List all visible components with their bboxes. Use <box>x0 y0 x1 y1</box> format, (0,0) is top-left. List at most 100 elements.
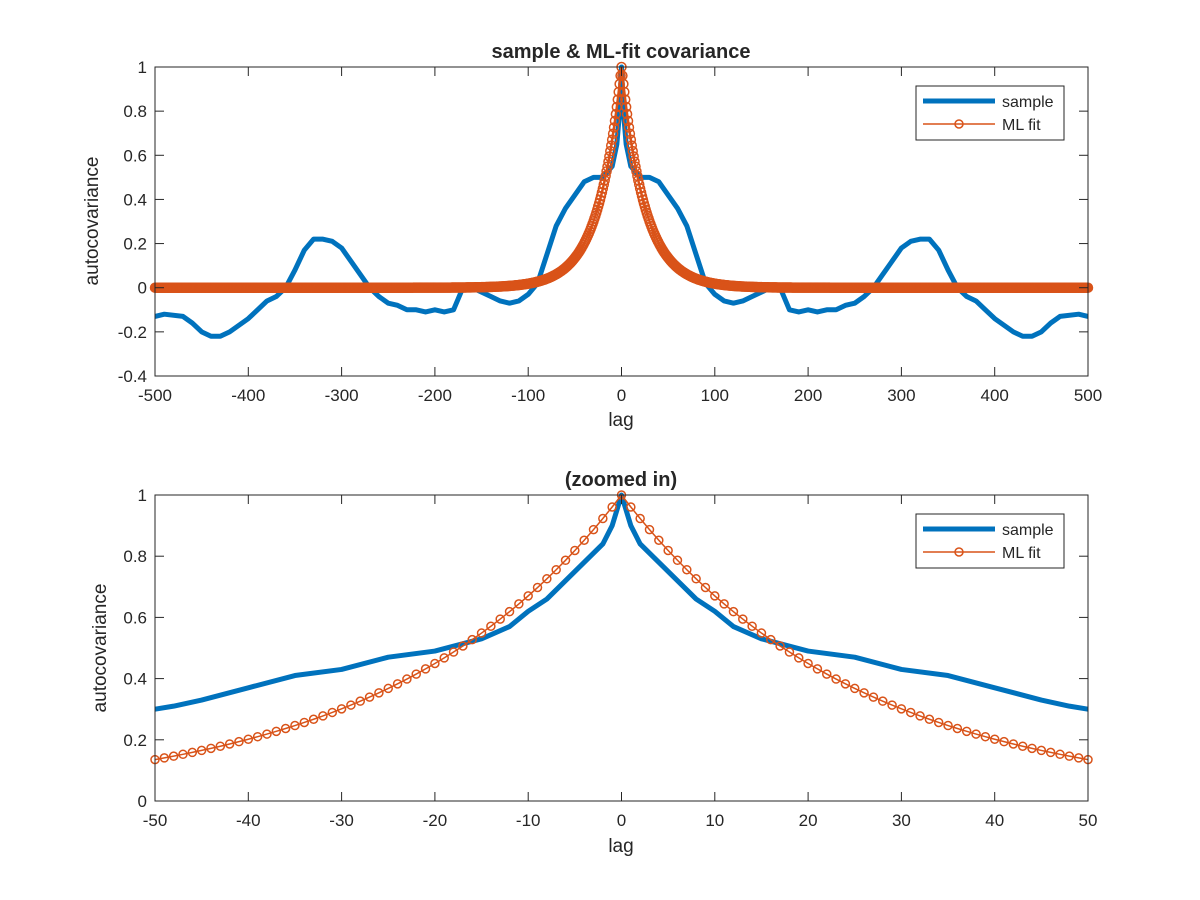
ml-fit-point <box>629 156 640 167</box>
y-tick-label: 0.4 <box>123 190 147 209</box>
legend: sample ML fit <box>915 85 1065 141</box>
ml-fit-point <box>620 101 632 113</box>
ml-fit-point <box>619 94 631 105</box>
y-tick-label: 1 <box>138 486 147 505</box>
legend: sample ML fit <box>915 513 1065 569</box>
ml-fit-point <box>784 647 795 657</box>
ml-fit-point <box>402 674 412 684</box>
y-tick-label: 0.2 <box>123 235 147 254</box>
ml-fit-markers <box>149 61 1094 293</box>
ml-fit-point <box>355 696 366 706</box>
ml-fit-point <box>495 614 505 624</box>
x-tick-label: -20 <box>423 811 448 830</box>
ml-fit-point <box>374 688 384 698</box>
x-tick-label: 0 <box>617 386 626 405</box>
ml-fit-point <box>896 704 907 714</box>
ml-fit-point <box>756 628 767 638</box>
ml-fit-point <box>612 94 624 105</box>
ml-fit-point <box>383 683 393 694</box>
ml-fit-point <box>560 555 571 566</box>
ml-fit-point <box>215 741 226 751</box>
ml-fit-point <box>604 151 615 162</box>
ml-fit-point <box>602 161 613 172</box>
tick-marks: -500 -400 -300 -200 -100 0 100 200 300 400 500 -0.4… <box>118 58 1102 405</box>
ml-fit-point <box>627 145 638 157</box>
ml-fit-point <box>952 723 963 734</box>
ml-fit-point <box>336 704 347 714</box>
ml-fit-point <box>933 717 944 728</box>
ml-fit-point <box>579 535 589 545</box>
ml-fit-point <box>448 647 459 657</box>
ml-fit-point <box>822 669 832 679</box>
ml-fit-point <box>877 696 888 706</box>
ml-fit-point <box>252 731 263 742</box>
ml-fit-point <box>634 183 646 194</box>
ml-fit-point <box>318 711 328 721</box>
legend-box <box>915 85 1065 141</box>
ml-fit-point <box>989 734 1000 744</box>
ml-fit-point <box>178 749 188 760</box>
ml-fit-point <box>605 140 617 151</box>
ml-fit-point <box>570 545 580 556</box>
x-tick-label: 20 <box>799 811 818 830</box>
x-tick-label: -500 <box>138 386 172 405</box>
ml-fit-point <box>728 606 739 617</box>
ml-fit-point <box>607 128 619 139</box>
ml-fit-point <box>831 674 841 684</box>
x-tick-label: 10 <box>705 811 724 830</box>
ml-fit-point <box>624 128 636 139</box>
ml-fit-point <box>868 692 879 702</box>
x-tick-label: 30 <box>892 811 911 830</box>
ml-fit-point <box>621 108 633 120</box>
y-tick-label: 0.8 <box>123 102 147 121</box>
ml-fit-point <box>654 535 664 545</box>
ml-fit-point <box>794 653 804 663</box>
ml-fit-point <box>1064 751 1075 761</box>
y-tick-label: 0 <box>138 792 147 811</box>
ml-fit-point <box>691 574 701 584</box>
ml-fit-point <box>476 628 487 638</box>
ml-fit-point <box>738 614 748 624</box>
x-tick-label: -300 <box>325 386 359 405</box>
ml-fit-point <box>234 736 244 747</box>
ml-fit-point <box>439 653 449 663</box>
ml-fit-point <box>1073 753 1084 763</box>
ml-fit-point <box>625 134 637 146</box>
x-tick-label: -100 <box>511 386 545 405</box>
ml-fit-point <box>812 664 823 674</box>
y-tick-label: -0.2 <box>118 323 147 342</box>
ml-fit-point <box>187 747 198 758</box>
ml-fit-point <box>606 134 618 146</box>
ml-fit-point <box>618 78 629 90</box>
ml-fit-point <box>971 729 981 739</box>
ml-fit-point <box>943 720 953 731</box>
ml-fit-point <box>523 591 533 601</box>
ml-fit-point <box>271 726 282 737</box>
ml-fit-point <box>623 122 635 133</box>
ml-fit-point <box>243 734 254 744</box>
ml-fit-point <box>644 524 655 535</box>
ml-fit-point <box>601 166 612 177</box>
ml-fit-point <box>1036 745 1047 756</box>
x-tick-label: 40 <box>985 811 1004 830</box>
ml-fit-point <box>840 679 851 689</box>
ml-fit-point <box>588 524 599 535</box>
ml-fit-point <box>766 634 776 645</box>
ml-fit-point <box>619 86 630 98</box>
ml-fit-point <box>635 513 645 524</box>
ml-fit-point <box>980 731 991 742</box>
legend-fit-marker <box>954 547 964 557</box>
x-tick-label: 100 <box>701 386 729 405</box>
plot-title: sample & ML-fit covariance <box>492 41 751 63</box>
ml-fit-point <box>700 582 711 593</box>
ml-fit-point <box>859 688 869 698</box>
ml-fit-point <box>1045 747 1056 758</box>
y-tick-label: 0.4 <box>123 670 147 689</box>
x-axis-label: lag <box>608 410 633 431</box>
x-tick-label: 400 <box>981 386 1009 405</box>
ml-fit-point <box>542 574 552 584</box>
legend-sample-label: sample <box>1002 522 1054 539</box>
ml-fit-point <box>1055 749 1065 760</box>
ml-fit-point <box>430 658 440 669</box>
